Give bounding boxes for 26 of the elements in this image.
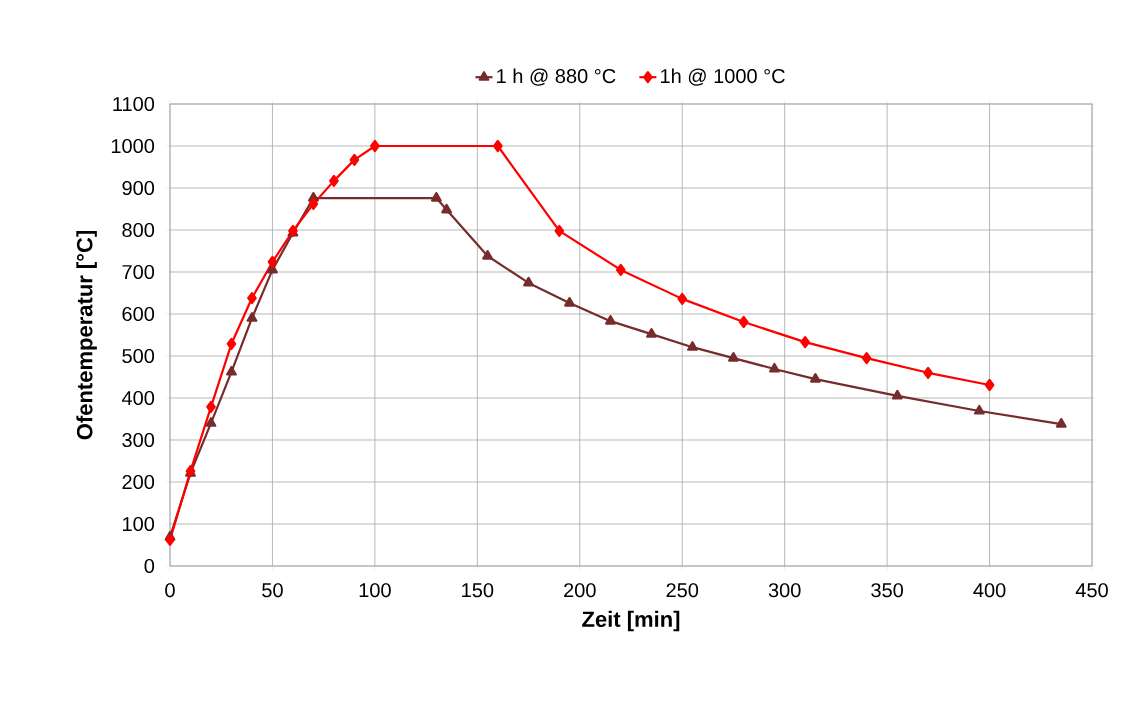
x-tick-label: 0 <box>165 583 175 598</box>
x-tick-label: 350 <box>871 583 904 598</box>
y-tick-label: 900 <box>122 180 155 196</box>
y-tick-label: 300 <box>122 432 155 448</box>
y-axis-title: Ofentemperatur [°C] <box>76 231 97 440</box>
legend-label: 1h @ 1000 °C <box>661 68 785 86</box>
x-tick-label: 100 <box>359 583 391 598</box>
x-tick-label: 450 <box>1075 583 1108 598</box>
x-tick-label: 250 <box>666 583 699 598</box>
y-tick-label: 600 <box>122 306 155 322</box>
x-tick-label: 200 <box>564 583 596 598</box>
legend-label: 1 h @ 880 °C <box>497 68 616 86</box>
x-tick-label: 150 <box>462 583 494 598</box>
x-tick-label: 400 <box>973 583 1006 598</box>
y-tick-label: 1100 <box>113 96 155 112</box>
y-tick-label: 800 <box>122 222 155 238</box>
y-tick-label: 700 <box>122 264 155 280</box>
y-tick-label: 400 <box>121 390 155 406</box>
y-tick-label: 0 <box>144 558 155 574</box>
y-tick-label: 100 <box>123 516 155 532</box>
y-tick-label: 1000 <box>111 138 155 154</box>
x-tick-label: 50 <box>262 583 283 598</box>
y-tick-label: 500 <box>122 348 155 364</box>
y-tick-label: 200 <box>122 474 155 490</box>
x-axis-title: Zeit [min] <box>582 610 680 632</box>
x-tick-label: 300 <box>768 583 801 598</box>
